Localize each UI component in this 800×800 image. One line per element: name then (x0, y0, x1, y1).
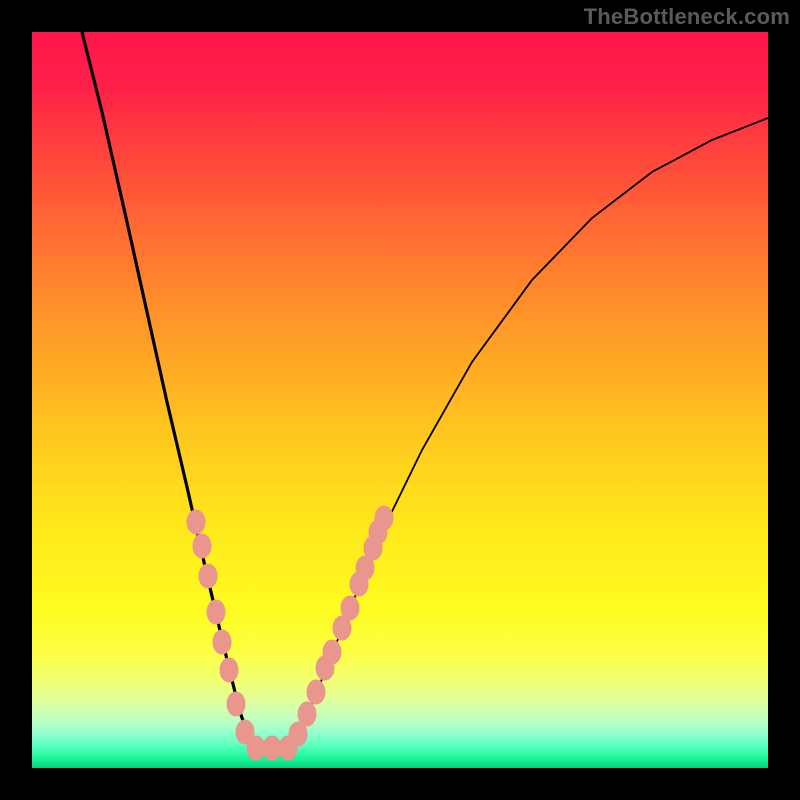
data-marker (227, 692, 245, 716)
data-marker (375, 506, 393, 530)
data-marker (341, 596, 359, 620)
data-marker (323, 640, 341, 664)
data-marker (247, 736, 265, 760)
data-marker (220, 658, 238, 682)
data-marker (263, 736, 281, 760)
chart-frame: TheBottleneck.com (0, 0, 800, 800)
plot-area (32, 32, 768, 768)
data-marker (207, 600, 225, 624)
data-marker (213, 630, 231, 654)
watermark-text: TheBottleneck.com (584, 4, 790, 30)
data-marker (193, 534, 211, 558)
data-marker (298, 702, 316, 726)
bottleneck-chart (0, 0, 800, 800)
data-marker (307, 680, 325, 704)
data-marker (187, 510, 205, 534)
data-marker (199, 564, 217, 588)
